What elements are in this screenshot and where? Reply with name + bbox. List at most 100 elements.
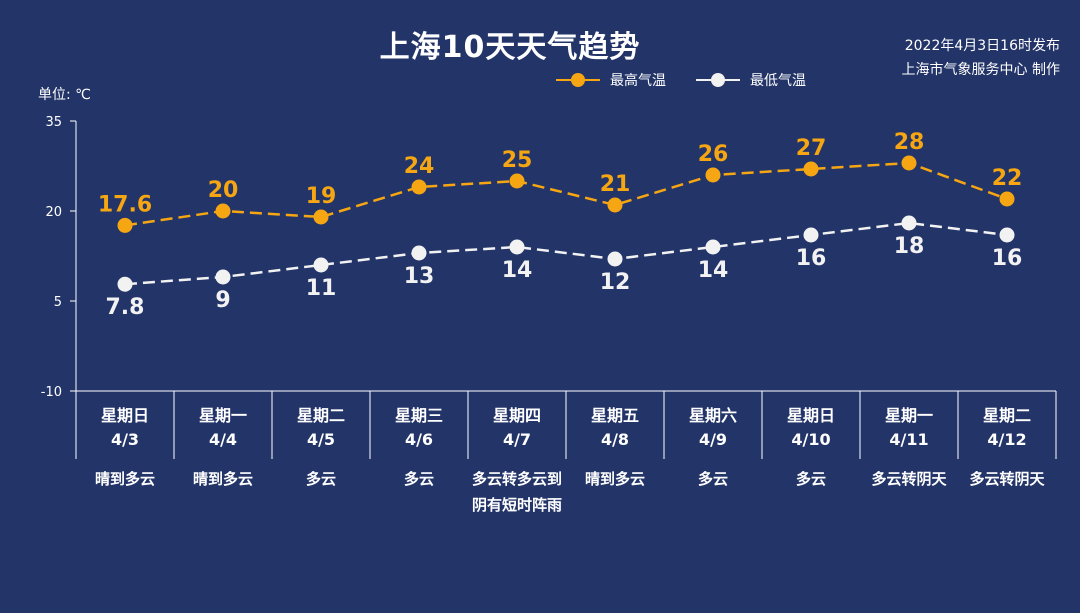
y-tick-label: 20 — [45, 205, 62, 220]
date-label: 4/11 — [889, 430, 929, 449]
unit-label: 单位: ℃ — [38, 87, 91, 103]
weekday-label: 星期六 — [688, 406, 737, 425]
high-temp-point — [803, 161, 819, 177]
date-label: 4/4 — [208, 430, 238, 449]
publish-info: 2022年4月3日16时发布 上海市气象服务中心 制作 — [902, 34, 1060, 82]
high-temp-point — [607, 197, 623, 213]
day-columns: 星期日 4/3 晴到多云 星期一 4/4 晴到多云 星期二 4/5 多云 星期三 4/6 多云 星期四 4… — [76, 392, 1056, 592]
high-temp-point — [215, 203, 231, 219]
weekday-label: 星期五 — [590, 406, 639, 425]
high-temp-label: 28 — [894, 130, 925, 155]
day-column: 星期一 4/11 多云转阴天 — [860, 392, 958, 492]
low-temp-point — [411, 245, 427, 261]
high-temp-label: 26 — [698, 142, 729, 167]
low-temp-line — [124, 221, 1008, 286]
chart-title: 上海10天天气趋势 — [379, 30, 641, 65]
weekday-label: 星期二 — [982, 406, 1031, 425]
low-temp-point — [215, 269, 231, 285]
legend: 最高气温 最低气温 — [556, 70, 806, 90]
legend-item-low: 最低气温 — [696, 70, 806, 90]
low-temp-label: 13 — [404, 264, 435, 289]
high-temp-label: 20 — [208, 178, 239, 203]
low-temp-point — [509, 239, 525, 255]
low-temp-label: 12 — [600, 270, 631, 295]
day-column: 星期六 4/9 多云 — [664, 392, 762, 492]
weather-label: 多云 — [697, 470, 728, 488]
low-temp-point — [999, 227, 1015, 243]
low-line-marker-icon — [696, 70, 740, 90]
weekday-label: 星期四 — [492, 406, 541, 425]
date-label: 4/8 — [600, 430, 630, 449]
weekday-label: 星期二 — [296, 406, 345, 425]
weather-label: 晴到多云 — [192, 470, 253, 488]
day-column: 星期二 4/12 多云转阴天 — [958, 392, 1056, 492]
high-temp-point — [411, 179, 427, 195]
high-temp-point — [117, 217, 133, 233]
high-temp-point — [999, 191, 1015, 207]
date-label: 4/6 — [404, 430, 434, 449]
high-temp-point — [509, 173, 525, 189]
low-temp-label: 16 — [992, 246, 1023, 271]
weather-label: 多云转多云到阴有短时阵雨 — [472, 470, 563, 514]
day-column: 星期三 4/6 多云 — [370, 392, 468, 492]
low-temp-point — [607, 251, 623, 267]
high-temp-label: 22 — [992, 166, 1023, 191]
low-temp-point — [901, 215, 917, 231]
day-column: 星期日 4/10 多云 — [762, 392, 860, 492]
day-column: 星期二 4/5 多云 — [272, 392, 370, 492]
low-temp-label: 7.8 — [106, 295, 145, 320]
weekday-label: 星期一 — [198, 406, 247, 425]
low-temp-point — [705, 239, 721, 255]
low-temp-label: 14 — [698, 258, 729, 283]
legend-item-high: 最高气温 — [556, 70, 666, 90]
high-temp-label: 17.6 — [98, 192, 152, 217]
date-label: 4/9 — [698, 430, 728, 449]
high-temp-line — [124, 161, 1008, 227]
day-column: 星期一 4/4 晴到多云 — [174, 392, 272, 492]
day-column: 星期四 4/7 多云转多云到阴有短时阵雨 — [468, 392, 566, 518]
high-temp-label: 21 — [600, 172, 631, 197]
y-tick-label: 5 — [54, 295, 62, 310]
high-temp-label: 27 — [796, 136, 827, 161]
low-temp-point — [117, 276, 133, 292]
high-temp-point — [313, 209, 329, 225]
weekday-label: 星期一 — [884, 406, 933, 425]
day-column: 星期五 4/8 晴到多云 — [566, 392, 664, 492]
legend-label-low: 最低气温 — [750, 73, 806, 89]
high-temp-point — [705, 167, 721, 183]
low-temp-label: 16 — [796, 246, 827, 271]
day-column: 星期日 4/3 晴到多云 — [76, 392, 174, 492]
low-temp-point — [313, 257, 329, 273]
weekday-label: 星期日 — [100, 406, 149, 425]
high-temp-label: 24 — [404, 154, 435, 179]
high-temp-point — [901, 155, 917, 171]
low-temp-label: 9 — [215, 288, 230, 313]
weather-label: 多云转阴天 — [969, 470, 1045, 488]
publish-time: 2022年4月3日16时发布 — [904, 38, 1060, 54]
publisher: 上海市气象服务中心 制作 — [901, 62, 1060, 78]
weather-label: 多云 — [403, 470, 434, 488]
date-label: 4/12 — [987, 430, 1027, 449]
weather-label: 多云 — [795, 470, 826, 488]
weather-label: 多云转阴天 — [871, 470, 947, 488]
y-tick-label: -10 — [41, 385, 62, 400]
low-temp-point — [803, 227, 819, 243]
high-temp-label: 25 — [502, 148, 533, 173]
legend-label-high: 最高气温 — [610, 73, 666, 89]
date-label: 4/3 — [110, 430, 140, 449]
high-temp-label: 19 — [306, 184, 337, 209]
low-temp-label: 11 — [306, 276, 337, 301]
weather-label: 晴到多云 — [94, 470, 155, 488]
date-label: 4/10 — [791, 430, 831, 449]
weekday-label: 星期三 — [394, 406, 443, 425]
date-label: 4/5 — [306, 430, 336, 449]
low-temp-label: 14 — [502, 258, 533, 283]
weekday-label: 星期日 — [786, 406, 835, 425]
high-line-marker-icon — [556, 70, 600, 90]
y-tick-label: 35 — [45, 115, 62, 130]
low-temp-label: 18 — [894, 234, 925, 259]
date-label: 4/7 — [502, 430, 532, 449]
weather-label: 多云 — [305, 470, 336, 488]
weather-label: 晴到多云 — [584, 470, 645, 488]
